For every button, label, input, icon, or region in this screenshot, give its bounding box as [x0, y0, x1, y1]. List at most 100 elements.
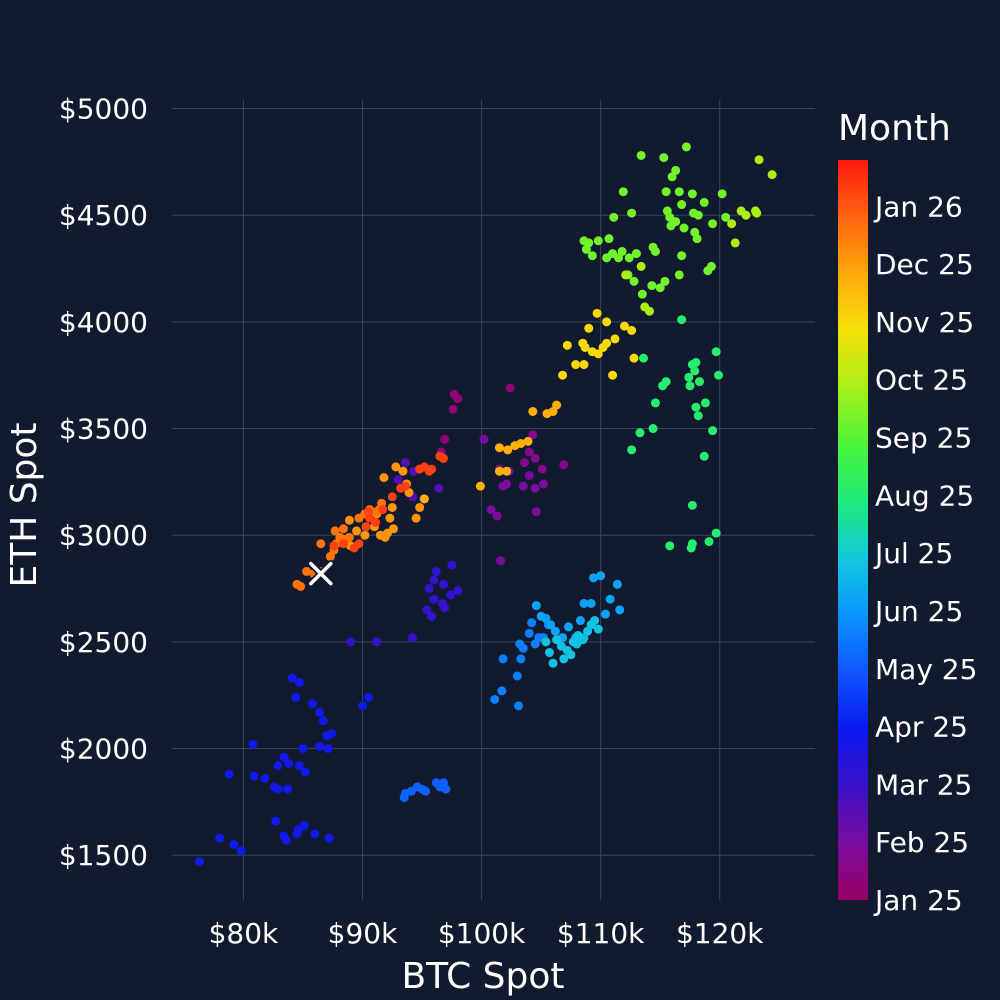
data-point: [524, 628, 534, 638]
data-point: [419, 494, 429, 504]
data-point: [494, 443, 504, 453]
data-point: [537, 464, 547, 474]
data-point: [727, 219, 737, 229]
data-point: [660, 276, 670, 286]
data-point: [593, 349, 603, 359]
grid-lines: [172, 100, 815, 900]
data-point: [700, 398, 710, 408]
data-point: [514, 701, 524, 711]
colorbar-tick-label: May 25: [875, 653, 977, 686]
data-point: [447, 560, 457, 570]
data-point: [610, 334, 620, 344]
data-point: [385, 513, 395, 523]
y-tick-label: $2500: [59, 626, 148, 659]
colorbar-tick-label: Mar 25: [875, 768, 972, 801]
data-point: [388, 524, 398, 534]
data-point: [617, 246, 627, 256]
data-point: [431, 566, 441, 576]
data-point: [315, 707, 325, 717]
data-point: [694, 377, 704, 387]
data-points: [194, 142, 777, 867]
colorbar-tick-label: Jan 26: [873, 190, 963, 223]
data-point: [438, 453, 448, 463]
data-point: [528, 430, 538, 440]
data-point: [564, 622, 574, 632]
data-point: [681, 142, 691, 152]
x-tick-label: $80k: [209, 917, 279, 950]
data-point: [550, 626, 560, 636]
data-point: [387, 502, 397, 512]
colorbar-tick-labels: Jan 25 Feb 25 Mar 25 Apr 25 May 25 Jun 25 Jul …: [873, 190, 977, 917]
data-point: [562, 340, 572, 350]
data-point: [627, 325, 637, 335]
data-point: [615, 605, 625, 615]
data-point: [315, 741, 325, 751]
data-point: [671, 217, 681, 227]
data-point: [260, 773, 270, 783]
data-point: [236, 846, 246, 856]
data-point: [296, 581, 306, 591]
data-point: [558, 370, 568, 380]
data-point: [635, 428, 645, 438]
data-point: [249, 771, 259, 781]
data-point: [322, 731, 332, 741]
data-point: [429, 575, 439, 585]
colorbar-tick-label: Jun 25: [873, 595, 963, 628]
data-point: [360, 530, 370, 540]
data-point: [310, 829, 320, 839]
colorbar-tick-label: Dec 25: [875, 248, 974, 281]
data-point: [287, 673, 297, 683]
data-point: [677, 200, 687, 210]
data-point: [584, 323, 594, 333]
data-point: [528, 406, 538, 416]
data-point: [699, 451, 709, 461]
data-point: [440, 434, 450, 444]
data-point: [644, 306, 654, 316]
data-point: [602, 317, 612, 327]
data-point: [650, 398, 660, 408]
data-point: [415, 502, 425, 512]
data-point: [692, 234, 702, 244]
data-point: [363, 692, 373, 702]
data-point: [637, 289, 647, 299]
data-point: [699, 197, 709, 207]
data-point: [589, 573, 599, 583]
data-point: [684, 372, 694, 382]
data-point: [427, 611, 437, 621]
data-point: [324, 833, 334, 843]
data-point: [659, 153, 669, 163]
data-point: [629, 353, 639, 363]
data-point: [421, 786, 431, 796]
data-point: [524, 447, 534, 457]
data-point: [575, 616, 585, 626]
data-point: [372, 637, 382, 647]
data-point: [566, 650, 576, 660]
data-point: [631, 249, 641, 259]
colorbar-tick-label: Oct 25: [875, 364, 968, 397]
data-point: [531, 601, 541, 611]
data-point: [655, 283, 665, 293]
data-point: [609, 212, 619, 222]
data-point: [596, 571, 606, 581]
data-point: [490, 694, 500, 704]
data-point: [344, 515, 354, 525]
data-point: [618, 187, 628, 197]
data-point: [411, 513, 421, 523]
data-point: [650, 246, 660, 256]
x-tick-label: $90k: [328, 917, 398, 950]
data-point: [704, 537, 714, 547]
data-point: [294, 761, 304, 771]
data-point: [600, 609, 610, 619]
data-point: [291, 692, 301, 702]
data-point: [284, 758, 294, 768]
data-point: [215, 833, 225, 843]
data-point: [398, 466, 408, 476]
data-point: [502, 466, 512, 476]
data-point: [687, 189, 697, 199]
data-point: [677, 315, 687, 325]
data-point: [516, 438, 526, 448]
data-point: [677, 251, 687, 261]
data-point: [578, 338, 588, 348]
data-point: [706, 261, 716, 271]
